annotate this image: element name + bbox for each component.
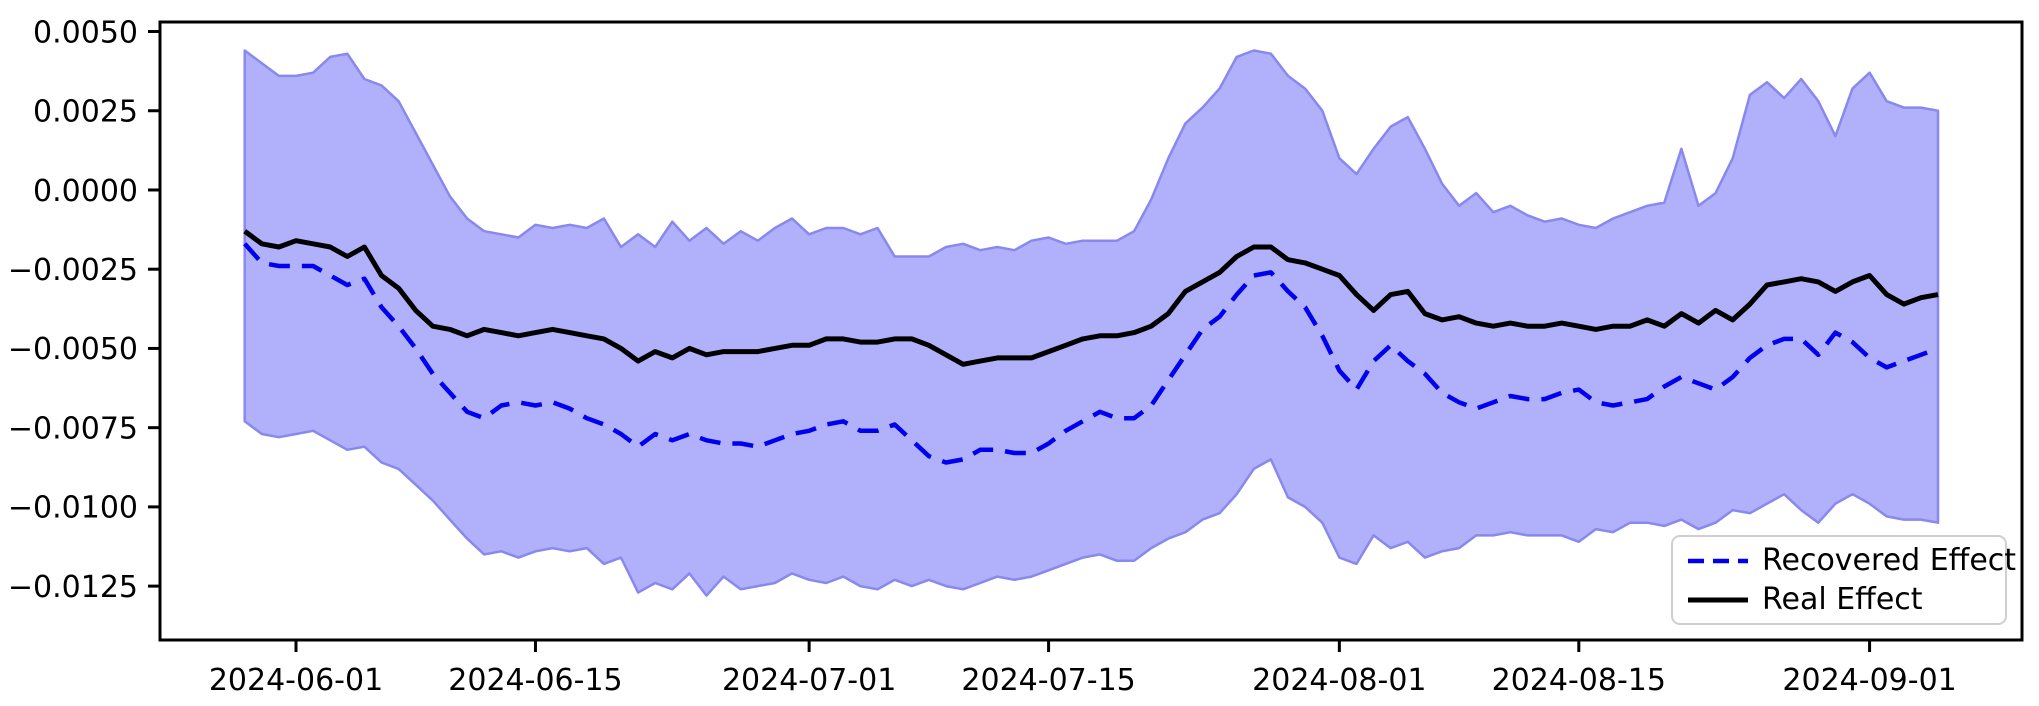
x-tick-label: 2024-06-01 xyxy=(209,663,383,698)
dashed-line-sample-icon xyxy=(1688,558,1748,563)
x-tick-label: 2024-08-15 xyxy=(1492,663,1666,698)
recovered-effect-line xyxy=(243,242,1939,465)
y-tick-label: −0.0075 xyxy=(8,411,138,446)
y-tick-label: 0.0025 xyxy=(33,95,138,130)
x-tick-label: 2024-07-15 xyxy=(961,663,1135,698)
y-tick-label: −0.0025 xyxy=(8,253,138,288)
real-effect-line xyxy=(243,229,1939,367)
x-tick-label: 2024-08-01 xyxy=(1252,663,1426,698)
legend-box: Recovered Effect Real Effect xyxy=(1671,535,2016,625)
y-tick-label: −0.0100 xyxy=(8,491,138,526)
legend-item-recovered-effect: Recovered Effect xyxy=(1687,545,2016,576)
plot-border xyxy=(158,20,2024,642)
x-tick-label: 2024-06-15 xyxy=(448,663,622,698)
y-tick-label: 0.0050 xyxy=(33,15,138,50)
confidence-band xyxy=(243,49,1940,597)
x-tick-label: 2024-07-01 xyxy=(722,663,896,698)
y-tick-label: −0.0125 xyxy=(8,570,138,605)
legend-item-real-effect: Real Effect xyxy=(1687,581,1991,617)
x-tick-label: 2024-09-01 xyxy=(1782,663,1956,698)
legend-label-real-effect: Real Effect xyxy=(1762,581,1923,617)
legend-label-recovered-effect: Recovered Effect xyxy=(1762,542,2017,578)
solid-line-sample-icon xyxy=(1688,597,1748,602)
y-tick-label: −0.0050 xyxy=(8,332,138,367)
y-tick-label: 0.0000 xyxy=(33,174,138,209)
